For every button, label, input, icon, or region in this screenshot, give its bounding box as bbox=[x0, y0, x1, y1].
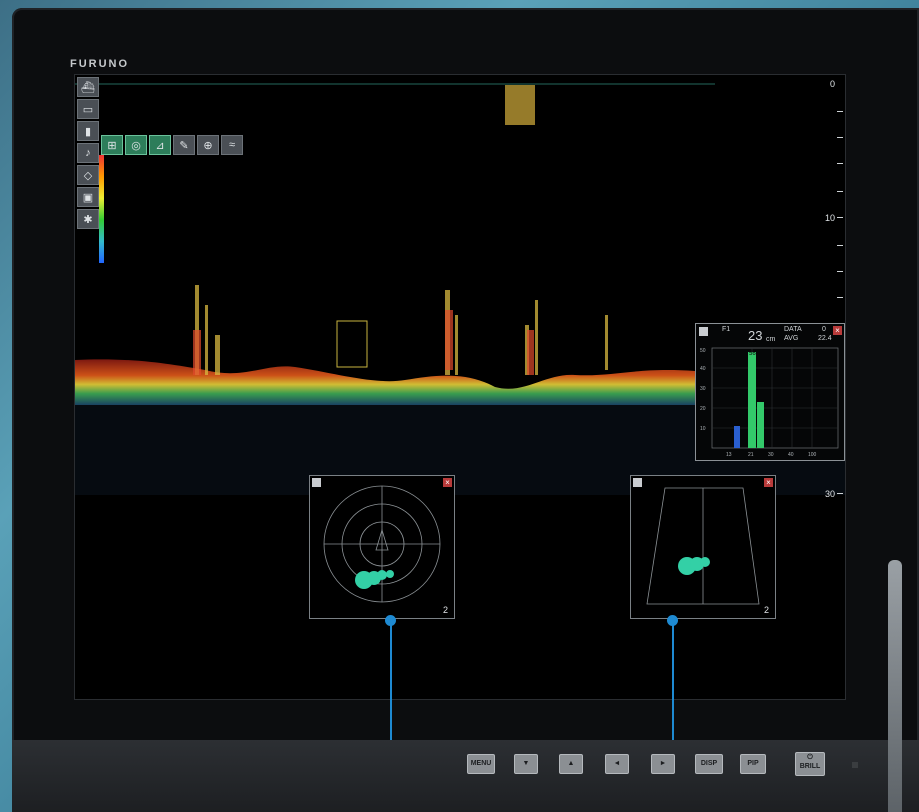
disp-button[interactable]: DISP bbox=[695, 754, 723, 774]
y-tick: 20 bbox=[700, 406, 706, 412]
callout-line-left bbox=[390, 624, 392, 812]
depth-tick bbox=[837, 191, 843, 192]
y-tick: 50 bbox=[700, 348, 706, 354]
fish-size-histogram: F1 23 cm DATA 0 AVG 22.4 × 56 10 20 bbox=[695, 323, 845, 461]
sonar-settings-icon[interactable] bbox=[633, 478, 642, 487]
depth-tick bbox=[837, 137, 843, 138]
left-toolbar: ⛴ ▭ ▮ ♪ ◇ ▣ ✱ bbox=[77, 77, 99, 229]
depth-tick bbox=[837, 297, 843, 298]
x-tick: 40 bbox=[788, 452, 794, 458]
seabed-icon[interactable]: ≈ bbox=[221, 135, 243, 155]
sonar-number: 2 bbox=[442, 605, 448, 615]
right-button[interactable]: ► bbox=[651, 754, 675, 774]
sonar-view-trapezoid: × 2 bbox=[630, 475, 776, 619]
sonar-close-icon[interactable]: × bbox=[443, 478, 452, 487]
depth-tick bbox=[837, 163, 843, 164]
brill-label: BRILL bbox=[799, 763, 821, 770]
power-led bbox=[852, 762, 858, 768]
down-button[interactable]: ▼ bbox=[514, 754, 538, 774]
mode-toolbar: ⊞ ◎ ⊿ ✎ ⊕ ≈ bbox=[101, 135, 243, 155]
color-scale-bar bbox=[99, 155, 104, 263]
brill-button[interactable]: ⏻ BRILL bbox=[795, 752, 825, 776]
sonar-view-circular: × 2 bbox=[309, 475, 455, 619]
channel-label: F1 bbox=[722, 326, 731, 333]
monitor-stand bbox=[888, 560, 902, 812]
depth-tick bbox=[837, 493, 843, 494]
pen-icon[interactable]: ✎ bbox=[173, 135, 195, 155]
tools-icon[interactable]: ✱ bbox=[77, 209, 99, 229]
hardware-button-bar bbox=[12, 740, 919, 812]
x-tick: 30 bbox=[768, 452, 774, 458]
brand-logo: FURUNO bbox=[70, 58, 130, 70]
data-value: 0 bbox=[822, 326, 826, 333]
y-tick: 30 bbox=[700, 386, 706, 392]
histogram-icon[interactable]: ▮ bbox=[77, 121, 99, 141]
depth-label-0: 0 bbox=[829, 79, 835, 89]
avg-value: 22.4 bbox=[818, 335, 832, 342]
depth-label-10: 10 bbox=[824, 213, 835, 223]
histogram-settings-icon[interactable] bbox=[699, 327, 708, 336]
echogram bbox=[75, 83, 845, 495]
sonar-settings-icon[interactable] bbox=[312, 478, 321, 487]
size-value: 23 bbox=[748, 328, 763, 343]
histogram-chart: 56 10 20 30 40 50 13 21 30 40 100 bbox=[700, 347, 839, 458]
menu-button[interactable]: MENU bbox=[467, 754, 495, 774]
sonar-close-icon[interactable]: × bbox=[764, 478, 773, 487]
boat-icon[interactable]: ⛴ bbox=[77, 77, 99, 97]
up-button[interactable]: ▲ bbox=[559, 754, 583, 774]
display-icon[interactable]: ▭ bbox=[77, 99, 99, 119]
peak-label: 56 bbox=[749, 351, 756, 357]
depth-tick bbox=[837, 271, 843, 272]
callout-dot-left bbox=[385, 615, 396, 626]
size-unit: cm bbox=[766, 336, 776, 343]
histogram-header: F1 23 cm DATA 0 AVG 22.4 × bbox=[696, 324, 844, 348]
sonar-circles bbox=[323, 485, 441, 603]
avg-label: AVG bbox=[784, 335, 799, 342]
depth-tick bbox=[837, 245, 843, 246]
save-icon[interactable]: ▣ bbox=[77, 187, 99, 207]
mode2-icon[interactable]: ◎ bbox=[125, 135, 147, 155]
histogram-close-icon[interactable]: × bbox=[833, 326, 842, 335]
x-tick: 100 bbox=[808, 452, 817, 458]
sonar-number: 2 bbox=[763, 605, 769, 615]
fish-icon[interactable]: ◇ bbox=[77, 165, 99, 185]
mode1-icon[interactable]: ⊞ bbox=[101, 135, 123, 155]
y-tick: 10 bbox=[700, 426, 706, 432]
depth-tick bbox=[837, 111, 843, 112]
callout-line-right bbox=[672, 624, 674, 812]
data-label: DATA bbox=[784, 326, 802, 333]
depth-tick bbox=[837, 217, 843, 218]
sonar-trapezoid bbox=[646, 487, 760, 605]
pip-button[interactable]: PIP bbox=[740, 754, 766, 774]
x-tick: 21 bbox=[748, 452, 754, 458]
fish-size-icon[interactable]: ⊕ bbox=[197, 135, 219, 155]
x-tick: 13 bbox=[726, 452, 732, 458]
power-icon: ⏻ bbox=[807, 754, 813, 761]
left-button[interactable]: ◄ bbox=[605, 754, 629, 774]
depth-label-30: 30 bbox=[824, 489, 835, 499]
y-tick: 40 bbox=[700, 366, 706, 372]
mode3-icon[interactable]: ⊿ bbox=[149, 135, 171, 155]
callout-dot-right bbox=[667, 615, 678, 626]
echo-sounder-screen: ⛴ ▭ ▮ ♪ ◇ ▣ ✱ ⊞ ◎ ⊿ ✎ ⊕ ≈ 0 10 30 F1 23 … bbox=[74, 74, 846, 700]
speaker-icon[interactable]: ♪ bbox=[77, 143, 99, 163]
